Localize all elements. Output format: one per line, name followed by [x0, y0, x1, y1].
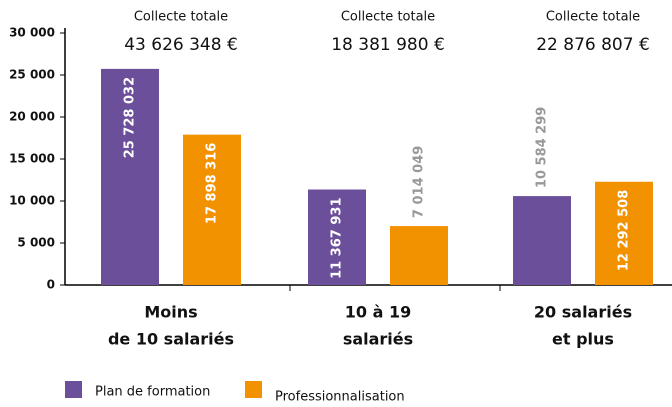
data-label: 25 728 032: [123, 77, 138, 158]
y-tick-label: 5 000: [17, 236, 55, 250]
annotation-label: Collecte totale: [546, 10, 640, 25]
bar: [183, 134, 241, 285]
bar: [595, 181, 653, 285]
x-tick-label: de 10 salariés: [108, 330, 234, 349]
y-tick-label: 30 000: [9, 26, 55, 40]
bar: [101, 68, 159, 286]
y-tick-label: 15 000: [9, 152, 55, 166]
annotation-label: Collecte totale: [134, 10, 228, 25]
y-tick-label: 25 000: [9, 68, 55, 82]
legend-swatch: [245, 381, 262, 398]
annotation-value: 43 626 348 €: [124, 35, 238, 55]
y-tick-label: 20 000: [9, 110, 55, 124]
data-label: 7 014 049: [412, 146, 427, 218]
annotation-value: 18 381 980 €: [331, 35, 445, 55]
data-label: 12 292 508: [617, 190, 632, 271]
data-label: 11 367 931: [330, 198, 345, 279]
annotation-value: 22 876 807 €: [536, 35, 650, 55]
y-tick-label: 0: [47, 278, 55, 292]
legend-label: Professionnalisation: [275, 390, 405, 405]
y-tick-label: 10 000: [9, 194, 55, 208]
legend-label: Plan de formation: [95, 385, 210, 400]
annotation-label: Collecte totale: [341, 10, 435, 25]
x-tick-label: Moins: [144, 303, 197, 322]
bar: [390, 226, 448, 285]
bar: [513, 196, 571, 285]
x-tick-label: 20 salariés: [534, 303, 632, 322]
bar: [308, 189, 366, 285]
x-tick-label: salariés: [343, 330, 413, 349]
x-tick-label: et plus: [552, 330, 614, 349]
data-label: 17 898 316: [205, 143, 220, 224]
x-tick-label: 10 à 19: [345, 303, 411, 322]
data-label: 10 584 299: [535, 107, 550, 188]
legend-swatch: [65, 381, 82, 398]
